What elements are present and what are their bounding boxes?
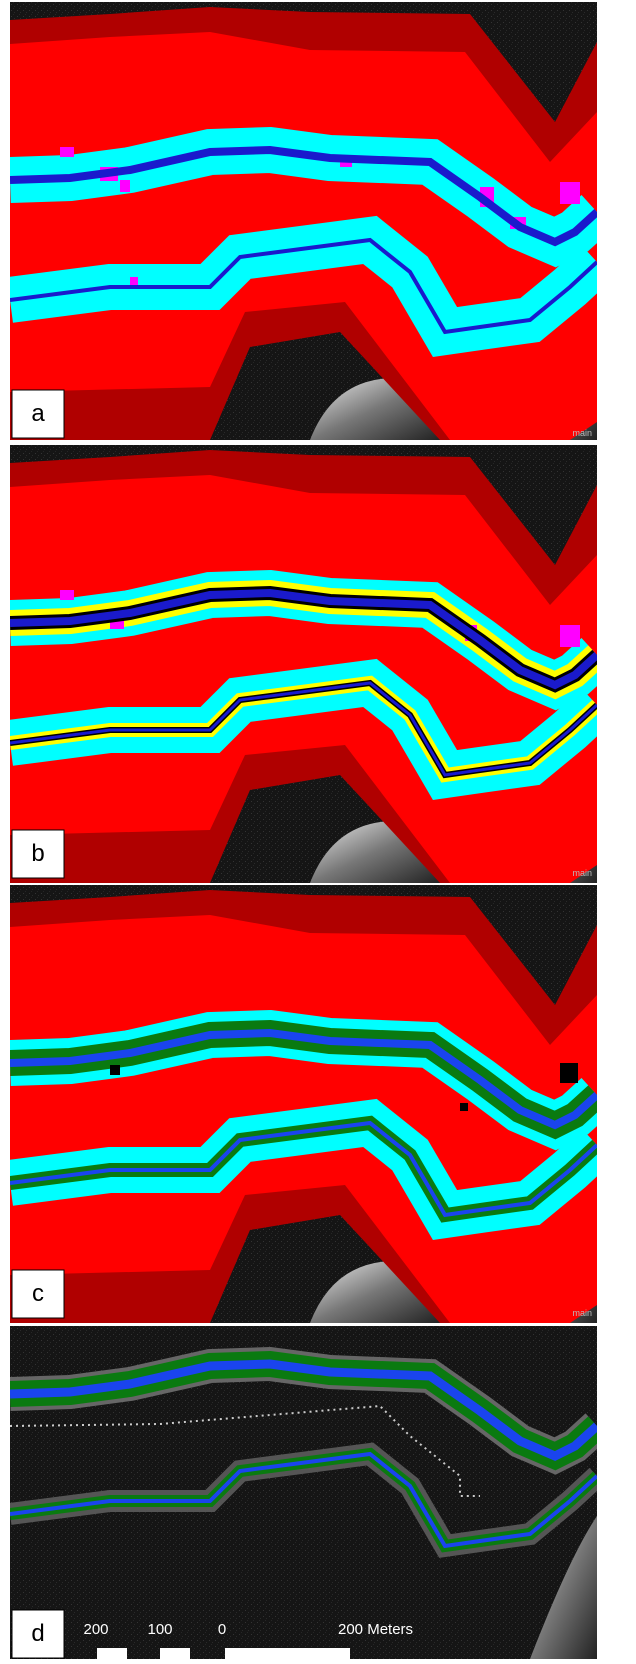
scale-label: 200 bbox=[83, 1621, 108, 1638]
panel-label: c bbox=[32, 1280, 44, 1307]
panel-d bbox=[10, 1326, 597, 1659]
panel-b bbox=[10, 445, 597, 883]
watermark: main bbox=[572, 428, 592, 438]
panel-label: d bbox=[31, 1620, 44, 1647]
panel-a bbox=[10, 2, 597, 440]
scale-label: 0 bbox=[218, 1621, 226, 1638]
page: {"panels": [ {"label": "a", "watermark":… bbox=[0, 0, 636, 1659]
watermark: main bbox=[572, 868, 592, 878]
watermark: main bbox=[572, 1308, 592, 1318]
scale-label: 100 bbox=[147, 1621, 172, 1638]
panel-c bbox=[10, 885, 597, 1323]
scale-label: 200 Meters bbox=[338, 1621, 413, 1638]
panel-label: a bbox=[31, 400, 45, 427]
panel-label: b bbox=[31, 840, 44, 867]
figure: a b c d main main main 200 100 0 200 Met… bbox=[0, 0, 636, 1659]
